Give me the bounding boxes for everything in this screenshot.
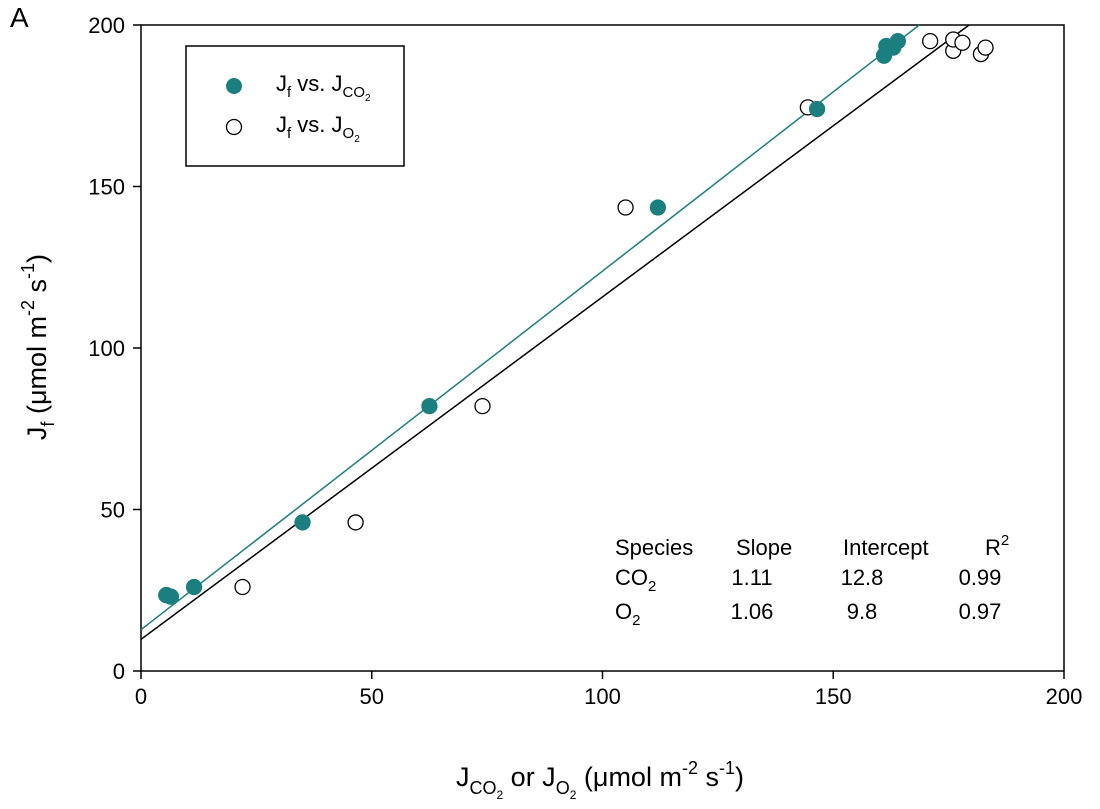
fit-line-o2 <box>140 24 970 640</box>
legend-marker-filled <box>226 78 242 94</box>
x-tick-label: 50 <box>360 684 384 709</box>
stats-row-o2-species: O2 <box>615 599 640 629</box>
y-tick-label: 200 <box>88 13 125 38</box>
data-point-co2 <box>421 397 438 415</box>
data-point-co2 <box>889 33 907 50</box>
x-tick-label: 0 <box>135 684 147 709</box>
fit-lines <box>140 24 970 640</box>
data-point-o2 <box>474 397 491 415</box>
legend-marker-open <box>225 118 243 136</box>
stats-header-r2: R2 <box>985 532 1009 560</box>
data-point-o2 <box>347 514 364 531</box>
stats-row-o2-intercept: 9.8 <box>847 599 878 624</box>
y-tick-label: 100 <box>88 336 125 361</box>
stats-header-intercept: Intercept <box>843 535 929 560</box>
x-tick-label: 200 <box>1046 684 1083 709</box>
y-tick-label: 0 <box>113 659 125 684</box>
stats-row-co2-species: CO2 <box>615 565 656 595</box>
data-point-co2 <box>808 100 826 118</box>
x-exp-b: -1 <box>719 758 735 778</box>
data-point-o2 <box>617 199 634 216</box>
stats-row-co2-slope: 1.11 <box>731 565 772 590</box>
stats-header-species: Species <box>615 535 693 560</box>
stats-row-o2-r2: 0.97 <box>959 599 1002 624</box>
x-axis-label: JCO2 or JO2 (μmol m-2 s-1) <box>456 758 744 802</box>
x-tick-label: 150 <box>815 684 852 709</box>
data-point-o2 <box>234 578 251 596</box>
data-point-o2 <box>954 34 971 51</box>
x-axis-ticks: 0 50 100 150 200 <box>135 671 1082 709</box>
y-tick-label: 50 <box>101 498 125 523</box>
data-point-co2 <box>185 578 203 596</box>
stats-row-co2-intercept: 12.8 <box>841 565 884 590</box>
data-point-co2 <box>162 588 180 605</box>
legend-label-o2: Jf vs. JO2 <box>276 112 360 145</box>
legend-box <box>185 45 405 167</box>
fit-line-co2 <box>140 24 920 631</box>
y-axis-ticks: 0 50 100 150 200 <box>88 13 141 684</box>
x-tick-label: 100 <box>584 684 621 709</box>
y-tick-label: 150 <box>88 175 125 200</box>
panel-label: A <box>10 2 29 33</box>
stats-row-co2-r2: 0.99 <box>959 565 1002 590</box>
stats-table: Species Slope Intercept R2 CO2 1.11 12.8… <box>615 532 1009 629</box>
stats-row-o2-slope: 1.06 <box>731 599 774 624</box>
data-point-o2 <box>977 39 994 56</box>
data-points <box>158 31 994 605</box>
data-point-co2 <box>649 199 667 216</box>
legend: Jf vs. JCO2 Jf vs. JO2 <box>185 45 405 167</box>
y-axis-label: Jf (μmol m-2 s-1) <box>18 254 58 440</box>
data-point-co2 <box>294 514 311 531</box>
data-point-o2 <box>922 33 939 50</box>
stats-header-slope: Slope <box>736 535 792 560</box>
legend-label-co2: Jf vs. JCO2 <box>276 71 371 104</box>
